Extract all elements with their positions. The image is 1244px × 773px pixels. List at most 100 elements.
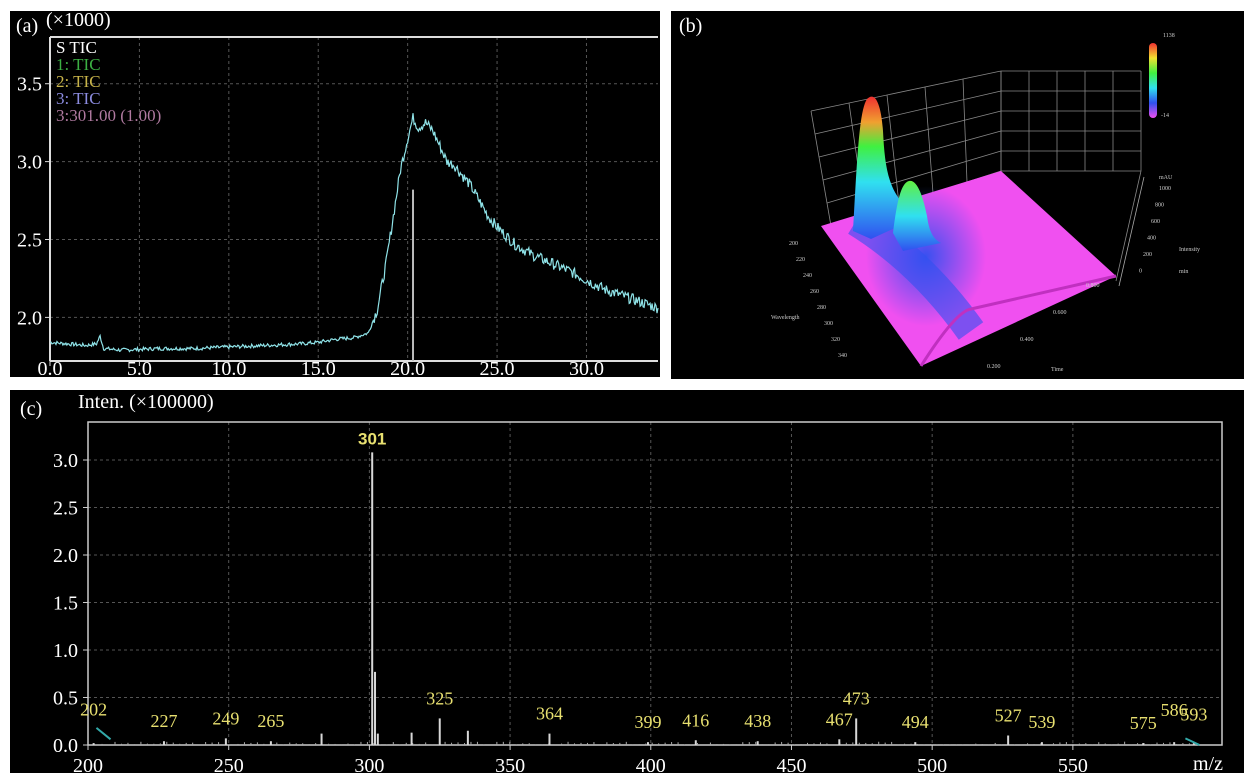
intensity-tick-label: 200 [1143, 252, 1152, 258]
peak-label: 202 [80, 700, 107, 720]
x-tick-label: 350 [495, 755, 525, 773]
x-tick-label: 20.0 [390, 358, 425, 377]
colorbar-min-label: -14 [1161, 113, 1169, 119]
back-grid-line [924, 86, 934, 194]
wavelength-tick-label: 280 [817, 305, 826, 311]
back-grid-line [810, 110, 832, 227]
tic-chromatogram-panel: (a) (×1000) 0.0 5.0 10.0 15.0 20.0 25.0 30.0 2.… [10, 11, 660, 377]
colorbar-max-label: 1138 [1163, 33, 1175, 39]
wavelength-tick-label: 300 [824, 321, 833, 327]
legend-entry: 1: TIC [56, 55, 101, 74]
peak-label: 467 [826, 709, 853, 729]
peak-label: 494 [902, 712, 929, 732]
wavelength-tick-label: 260 [810, 289, 819, 295]
back-grid-line [886, 94, 900, 205]
panel-a-label: (a) [16, 15, 39, 37]
intensity-tick-label: 0 [1139, 269, 1142, 275]
back-grid-line [814, 90, 1002, 135]
peak-label: 364 [536, 704, 563, 724]
panel-b-label: (b) [679, 15, 703, 37]
mass-spectrum-panel: (c) Inten. (×100000) 200 250 300 350 400 450 5… [10, 390, 1244, 773]
y-tick-label: 3.0 [17, 152, 42, 174]
peak-label: 416 [682, 710, 709, 730]
x-tick-label: 250 [214, 755, 244, 773]
intensity-axis-label: Intensity [1179, 247, 1200, 253]
time-tick-label: 0.200 [987, 364, 1001, 370]
label-leader-202 [95, 727, 112, 741]
x-tick-label: 550 [1058, 755, 1088, 773]
tic-chart-svg: 0.0 5.0 10.0 15.0 20.0 25.0 30.0 2.0 2.5 3.0 3.5 S … [17, 36, 659, 377]
tic-trace-line [49, 113, 659, 353]
y-tick-label: 2.0 [17, 307, 42, 329]
peak-label: 539 [1028, 712, 1055, 732]
peak-label: 473 [843, 688, 870, 708]
wavelength-tick-label: 340 [838, 353, 847, 359]
spectrum-y-axis-label: Inten. (×100000) [78, 391, 214, 413]
wavelength-tick-label: 200 [789, 241, 798, 247]
intensity-tick-label: 400 [1147, 236, 1156, 242]
time-tick-label: 0.600 [1053, 310, 1067, 316]
y-tick-label: 2.5 [17, 230, 42, 252]
legend-entry: 3:301.00 (1.00) [56, 106, 161, 125]
x-tick-label: 300 [354, 755, 384, 773]
y-tick-label: 1.0 [53, 640, 78, 662]
peak-label: 301 [358, 429, 386, 448]
time-tick-label: 0.400 [1020, 337, 1034, 343]
y-tick-label: 3.5 [17, 74, 42, 96]
y-tick-label: 2.0 [53, 545, 78, 567]
x-tick-label: 400 [636, 755, 666, 773]
x-tick-label: 25.0 [480, 358, 515, 377]
back-grid-line [962, 78, 968, 183]
back-grid-line [810, 70, 1002, 112]
x-tick-label: 500 [917, 755, 947, 773]
x-tick-label: 200 [73, 755, 103, 773]
plot-frame [87, 421, 1223, 746]
wavelength-tick-label: 240 [803, 273, 812, 279]
wavelength-tick-label: 320 [831, 337, 840, 343]
colorbar [1149, 43, 1157, 118]
back-grid-line [818, 110, 1002, 158]
mass-spectrum-svg: 200 250 300 350 400 450 500 550 0.0 0.5 1.0 1.5 2.0 2… [53, 421, 1223, 773]
peak-label: 249 [212, 708, 239, 728]
intensity-axis-line [1118, 176, 1145, 287]
panel-c-label: (c) [20, 398, 43, 420]
surface-chart-svg: 1138 -14 200 220 240 260 280 300 320 340 Wavelengt… [771, 33, 1200, 373]
legend-entry: 2: TIC [56, 72, 101, 91]
peak-label: 399 [634, 712, 661, 732]
time-tick-label: 0.800 [1086, 283, 1100, 289]
intensity-tick-label: 800 [1155, 203, 1164, 209]
label-leader-593 [1184, 737, 1200, 746]
surface-plot-panel: (b) 1138 -14 200 220 240 260 280 300 320 340 Wavel… [671, 11, 1244, 379]
min-label: min [1179, 269, 1188, 275]
x-tick-label: 5.0 [127, 358, 152, 377]
peak-label: 265 [257, 711, 284, 731]
x-tick-label: 30.0 [569, 358, 604, 377]
surface-peak-1 [853, 96, 921, 239]
peak-label: 438 [744, 711, 771, 731]
wavelength-tick-label: 220 [796, 257, 805, 263]
time-axis-label: Time [1051, 367, 1064, 373]
intensity-tick-label: 1000 [1159, 186, 1171, 192]
x-tick-label: 10.0 [211, 358, 246, 377]
peak-label: 586 [1161, 700, 1188, 720]
wavelength-axis-label: Wavelength [771, 315, 800, 321]
legend-entry: 3: TIC [56, 89, 101, 108]
y-tick-label: 1.5 [53, 593, 78, 615]
y-multiplier-label: (×1000) [46, 11, 111, 31]
x-axis-label: m/z [1193, 753, 1223, 773]
intensity-tick-label: 600 [1151, 219, 1160, 225]
x-tick-label: 0.0 [38, 358, 63, 377]
axis-edge-line [1115, 170, 1142, 282]
peak-label: 527 [995, 706, 1022, 726]
y-tick-label: 2.5 [53, 498, 78, 520]
peak-label: 575 [1130, 713, 1157, 733]
peak-label: 593 [1180, 705, 1207, 725]
legend-entry: S TIC [56, 38, 97, 57]
peak-label: 325 [426, 688, 453, 708]
x-tick-label: 450 [776, 755, 806, 773]
y-tick-label: 0.5 [53, 688, 78, 710]
surface-front-edge [919, 274, 1117, 367]
back-grid-line [822, 130, 1002, 181]
intensity-unit-label: mAU [1159, 175, 1173, 181]
y-tick-label: 0.0 [53, 735, 78, 757]
